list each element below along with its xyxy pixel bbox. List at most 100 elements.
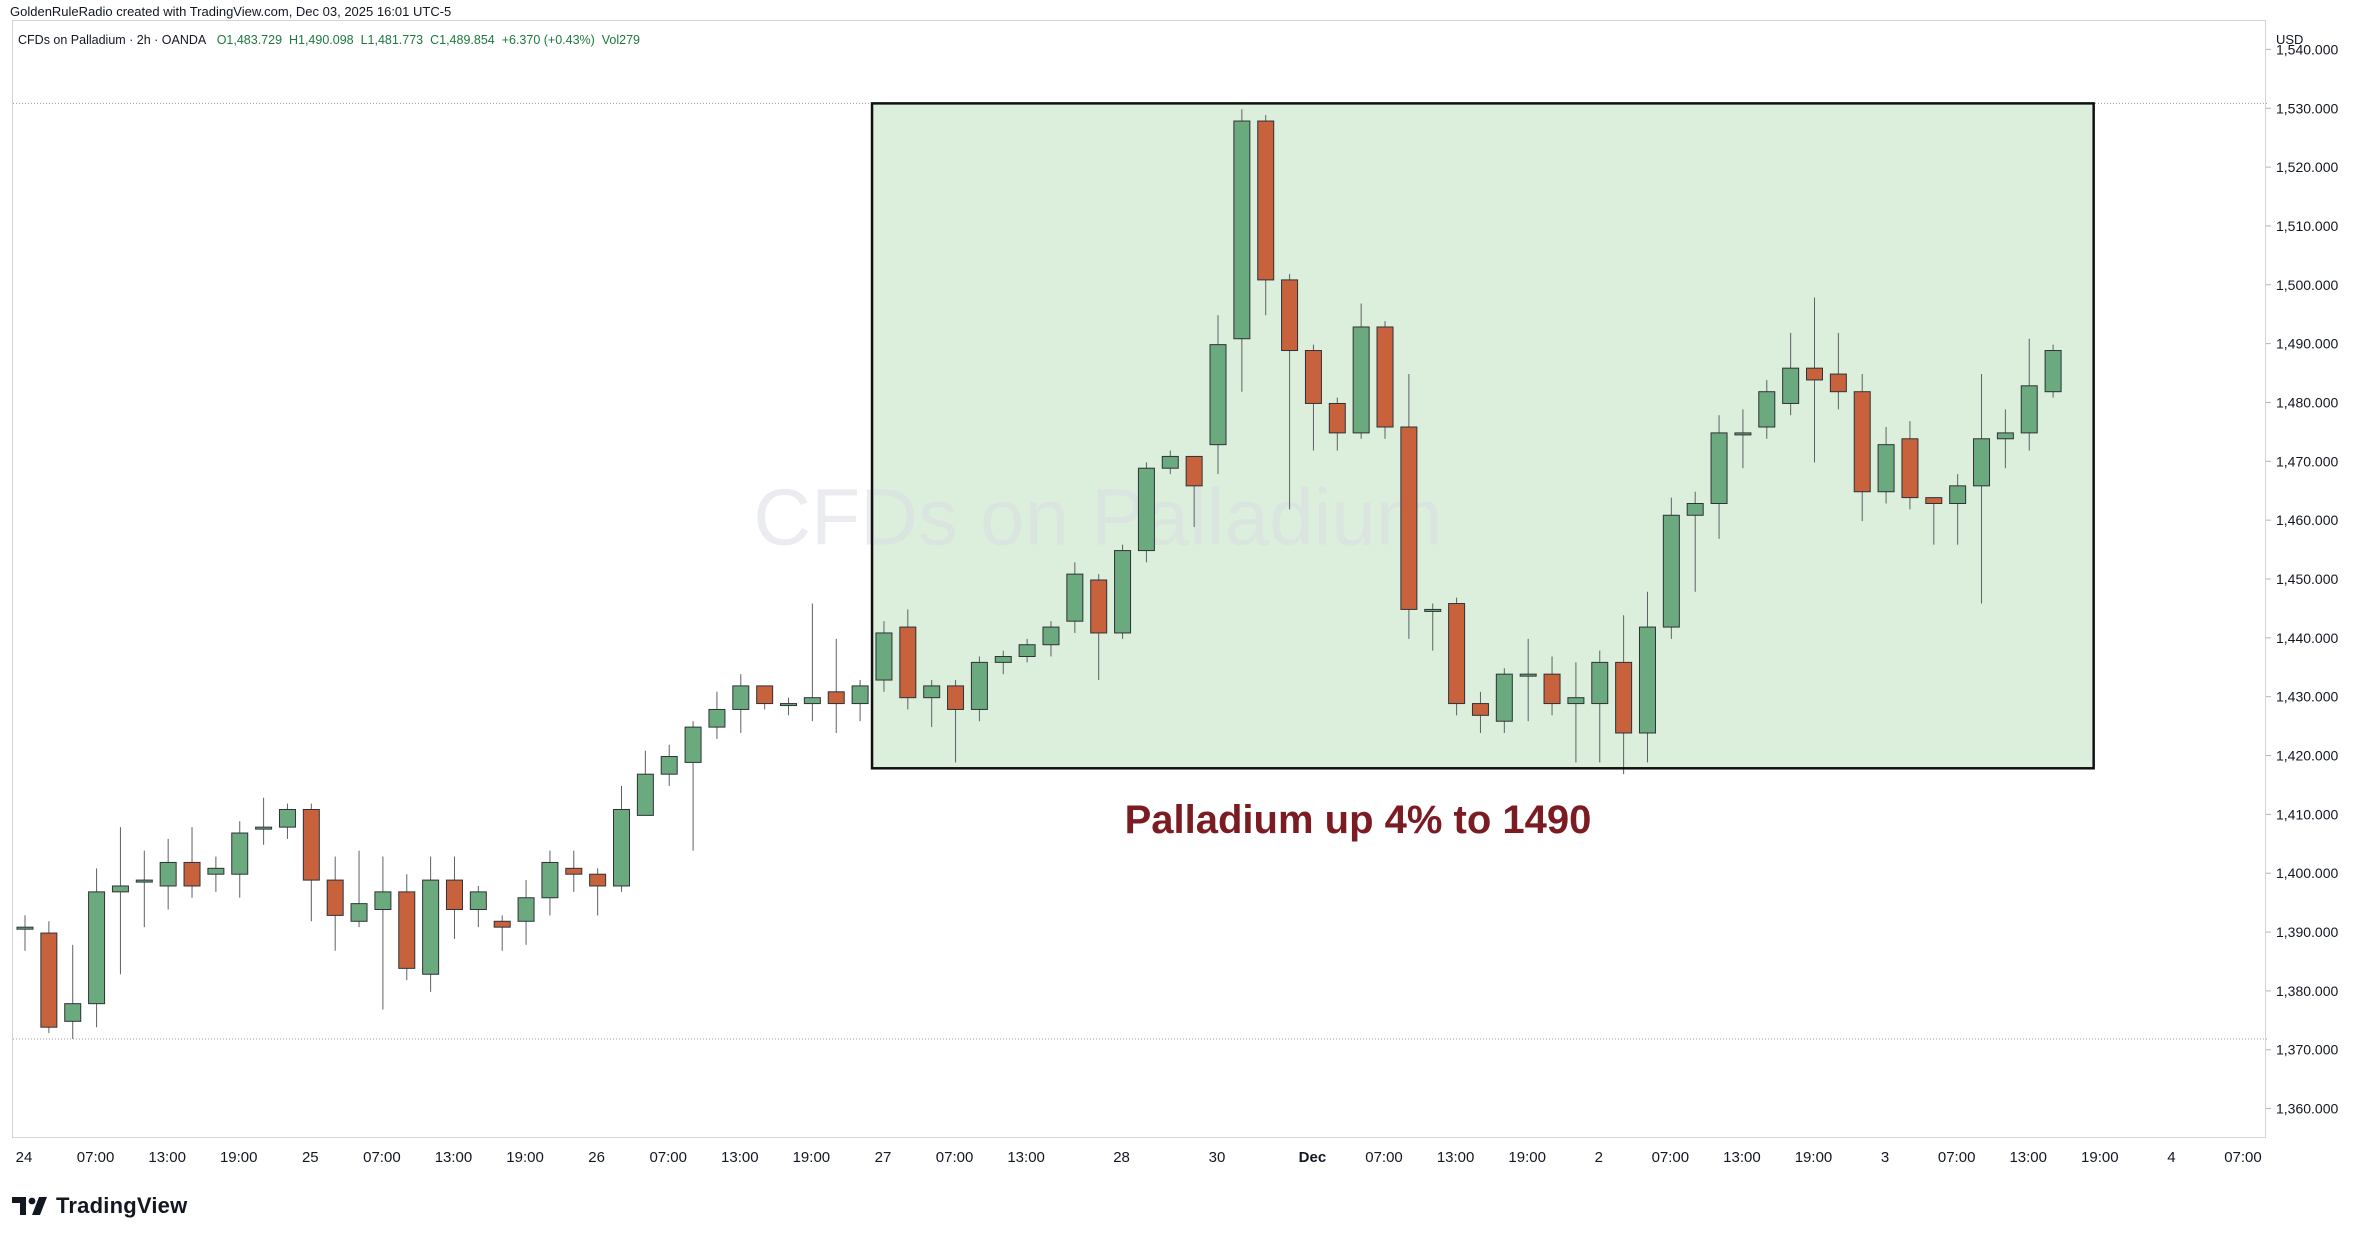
y-tick-label: 1,390.000 (2276, 924, 2338, 940)
candle-body-up (613, 808, 630, 887)
chart-plot-area[interactable]: CFDs on Palladium Palladium up 4% to 1490 (12, 20, 2267, 1139)
candle-body-down (302, 808, 320, 881)
candle-body-down (1615, 661, 1633, 734)
price-axis[interactable]: USD 1,360.000 1,370.000 1,380.000 1,390.000 1… (2266, 20, 2356, 1138)
candle-body-up (684, 726, 702, 763)
candle-2 (64, 944, 82, 1039)
candle-body-up (374, 891, 392, 911)
candle-42 (1018, 638, 1036, 663)
candle-body-down (1304, 350, 1322, 404)
y-tick-label: 1,450.000 (2276, 571, 2338, 587)
candle-60 (1448, 597, 1466, 716)
candle-49 (1185, 455, 1203, 528)
x-tick-label: 19:00 (1795, 1149, 1833, 1166)
candle-body-up (1734, 432, 1752, 436)
candle-1 (40, 921, 58, 1034)
candle-body-up (923, 685, 941, 699)
candlestick-chart[interactable]: CFDs on Palladium Palladium up 4% to 1490 (13, 21, 2267, 1139)
candle-body-up (1161, 455, 1179, 469)
candle-25 (613, 785, 630, 892)
x-tick-label: 2 (1595, 1149, 1603, 1166)
candle-body-up (255, 826, 273, 830)
x-tick-label: 13:00 (148, 1149, 186, 1166)
y-tick-label: 1,410.000 (2276, 806, 2338, 822)
candle-body-down (899, 626, 917, 699)
candle-body-up (422, 879, 440, 975)
candle-body-down (1829, 373, 1847, 393)
candle-40 (970, 656, 988, 722)
x-tick-label: 26 (588, 1149, 605, 1166)
candle-63 (1519, 638, 1537, 722)
candle-0 (16, 915, 34, 951)
candle-3 (88, 868, 106, 1028)
x-tick-label: 07:00 (2224, 1149, 2262, 1166)
candle-body-up (1591, 661, 1609, 705)
candle-69 (1662, 497, 1680, 639)
candle-body-down (1853, 391, 1871, 493)
candle-body-up (2020, 385, 2038, 434)
highlight-box-border (870, 102, 2095, 770)
candle-body-up (1877, 444, 1895, 493)
candle-body-down (493, 920, 511, 928)
x-tick-label: 30 (1209, 1149, 1226, 1166)
candle-56 (1352, 303, 1370, 439)
candle-body-down (1448, 603, 1466, 705)
candle-body-down (40, 932, 58, 1028)
candle-18 (445, 856, 463, 939)
candle-67 (1615, 615, 1633, 775)
candle-body-down (1925, 497, 1943, 505)
change-value: +6.370 (+0.43%) (501, 33, 595, 47)
time-axis[interactable]: 24 07:00 13:00 19:00 25 07:00 13:00 19:00 26 07:0… (12, 1138, 2266, 1178)
y-tick-label: 1,530.000 (2276, 100, 2338, 116)
candle-body-up (350, 903, 368, 922)
candle-47 (1137, 462, 1155, 563)
candle-19 (469, 885, 487, 928)
candle-35 (851, 680, 869, 722)
candle-body-up (231, 832, 249, 875)
y-tick-label: 1,500.000 (2276, 277, 2338, 293)
candle-24 (589, 868, 607, 916)
candle-74 (1782, 332, 1800, 416)
candle-39 (947, 680, 965, 763)
candle-15 (374, 856, 392, 1010)
candle-body-up (64, 1003, 82, 1022)
x-tick-label: 07:00 (1938, 1149, 1976, 1166)
candle-72 (1734, 409, 1752, 469)
y-tick-label: 1,460.000 (2276, 512, 2338, 528)
x-tick-label: 07:00 (77, 1149, 115, 1166)
y-tick-label: 1,420.000 (2276, 748, 2338, 764)
candle-82 (1973, 374, 1991, 604)
candle-body-up (1638, 626, 1656, 734)
candle-body-up (1042, 626, 1060, 646)
candle-body-down (1090, 579, 1108, 634)
candle-body-down (183, 861, 201, 887)
candle-55 (1328, 397, 1346, 451)
candle-body-up (2044, 350, 2062, 393)
candle-16 (398, 874, 416, 981)
candle-body-down (1400, 426, 1418, 610)
x-tick-label: 07:00 (936, 1149, 974, 1166)
candle-body-down (1257, 120, 1275, 281)
candle-44 (1066, 562, 1084, 633)
x-tick-label: 19:00 (220, 1149, 258, 1166)
y-tick-label: 1,440.000 (2276, 630, 2338, 646)
candle-body-up (1114, 550, 1132, 634)
candle-body-up (660, 756, 678, 775)
x-tick-label: 13:00 (1723, 1149, 1761, 1166)
x-tick-label: 4 (2167, 1149, 2175, 1166)
candle-body-up (1996, 432, 2014, 440)
candle-body-down (1185, 455, 1203, 487)
x-tick-label: Dec (1299, 1149, 1327, 1166)
candle-43 (1042, 621, 1060, 657)
y-tick-label: 1,520.000 (2276, 159, 2338, 175)
candle-body-up (1018, 644, 1036, 657)
candle-body-up (1352, 326, 1370, 434)
open-value: O1,483.729 (216, 33, 283, 47)
candle-body-up (780, 703, 798, 707)
candle-body-down (1543, 673, 1561, 705)
x-tick-label: 24 (16, 1149, 33, 1166)
x-tick-label: 19:00 (793, 1149, 831, 1166)
candle-body-up (1973, 438, 1991, 487)
candle-9 (231, 821, 249, 898)
tradingview-brand[interactable]: TradingView (12, 1193, 187, 1219)
